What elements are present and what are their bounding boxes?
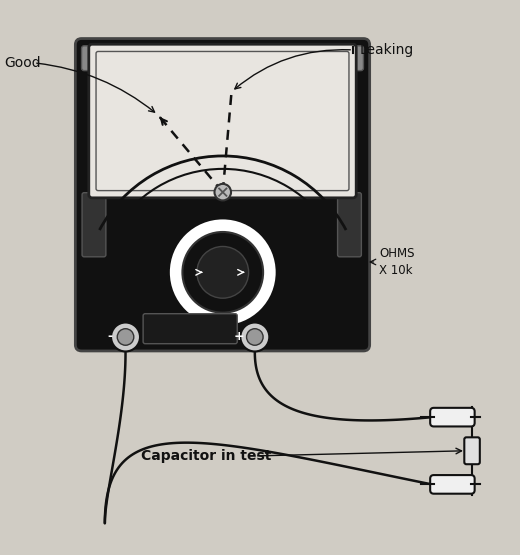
Text: -: - — [108, 330, 112, 344]
Text: Leaking: Leaking — [359, 43, 413, 57]
Text: +: + — [234, 330, 244, 344]
Circle shape — [183, 232, 263, 312]
Text: OHMS
X 10k: OHMS X 10k — [379, 247, 414, 277]
Circle shape — [111, 322, 140, 351]
FancyBboxPatch shape — [96, 52, 349, 190]
Circle shape — [240, 322, 269, 351]
FancyBboxPatch shape — [75, 38, 370, 351]
FancyBboxPatch shape — [89, 44, 356, 198]
Circle shape — [168, 218, 277, 327]
Circle shape — [214, 184, 231, 200]
FancyBboxPatch shape — [430, 475, 475, 494]
FancyBboxPatch shape — [430, 408, 475, 426]
FancyBboxPatch shape — [82, 46, 363, 70]
Text: Good: Good — [4, 56, 41, 70]
FancyBboxPatch shape — [337, 193, 361, 257]
FancyBboxPatch shape — [82, 193, 106, 257]
FancyBboxPatch shape — [143, 314, 237, 344]
Circle shape — [197, 246, 249, 298]
Text: Capacitor in test: Capacitor in test — [141, 449, 271, 463]
Circle shape — [117, 329, 134, 345]
Circle shape — [246, 329, 263, 345]
FancyBboxPatch shape — [464, 437, 480, 464]
